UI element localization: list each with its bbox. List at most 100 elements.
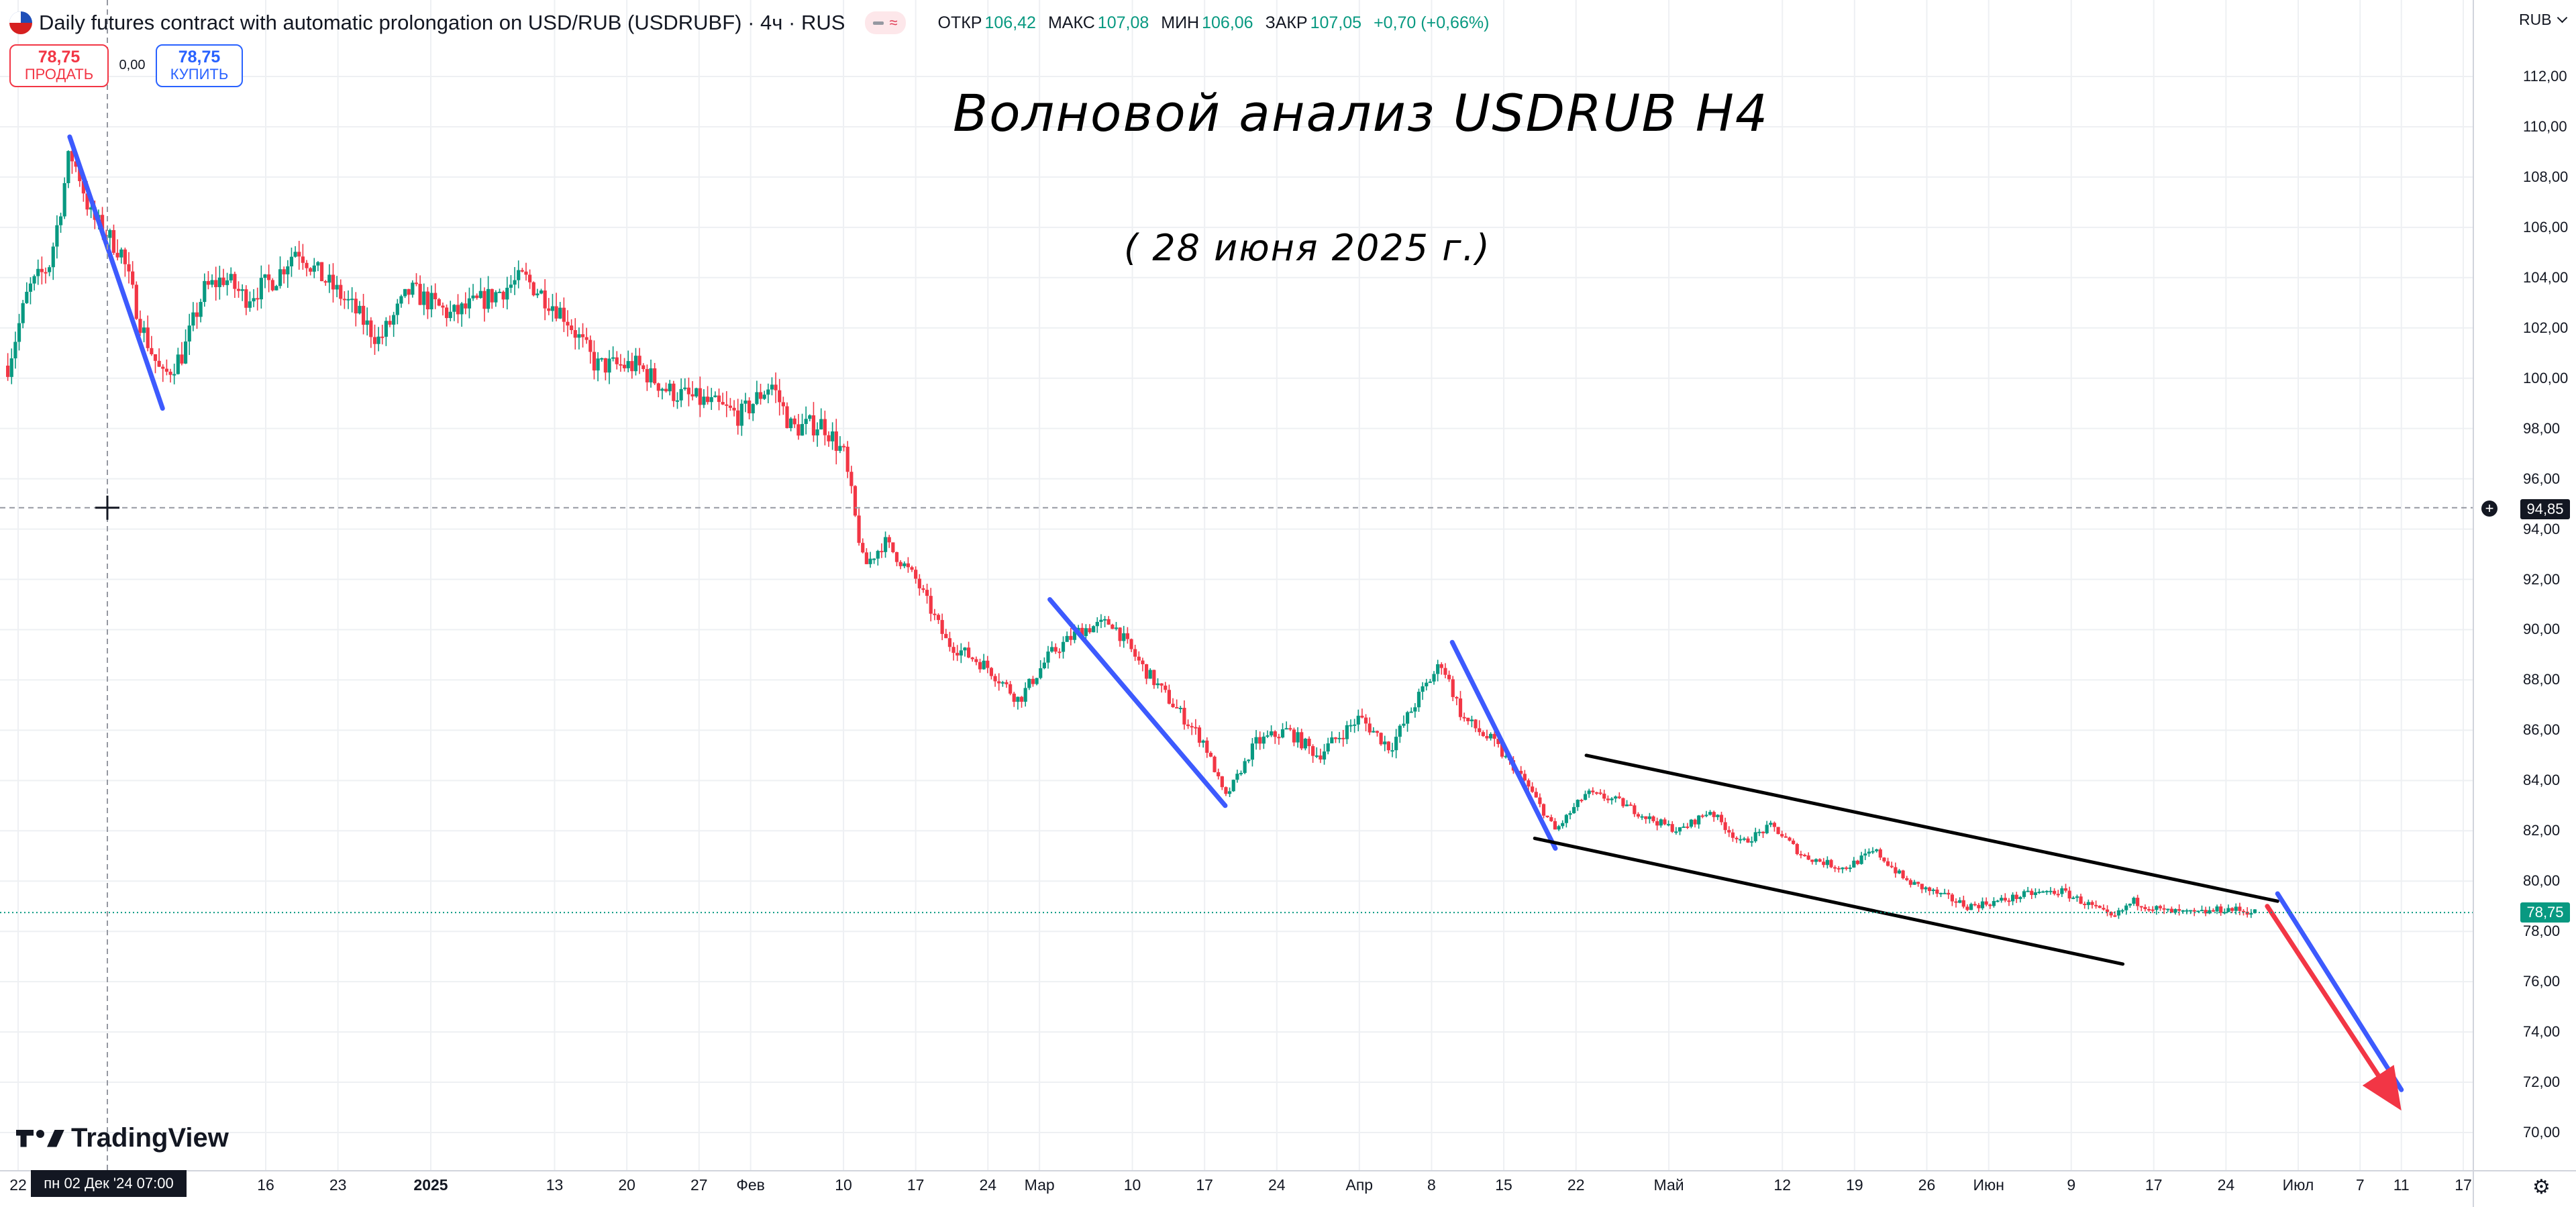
market-status-badge[interactable]: ≈	[865, 11, 906, 34]
candle-body	[1451, 679, 1455, 697]
candle-body	[32, 276, 36, 284]
candle-body	[1235, 774, 1239, 780]
annotation-date[interactable]: ( 28 июня 2025 г.)	[1124, 227, 1491, 269]
annotation-title[interactable]: Волновой анализ USDRUB H4	[953, 83, 1769, 143]
candle-body	[1969, 904, 1973, 910]
candle-body	[1217, 772, 1221, 777]
wave-line	[1047, 597, 1228, 808]
price-tick-label: 86,00	[2523, 721, 2561, 739]
candle-body	[1409, 711, 1413, 713]
add-alert-plus-icon[interactable]: +	[2481, 501, 2497, 517]
candle-body	[1954, 901, 1958, 903]
candle-body	[142, 327, 146, 333]
candle-body	[2075, 896, 2079, 898]
candle-body	[974, 659, 978, 662]
candle-body	[418, 284, 422, 305]
candle-body	[191, 312, 195, 326]
candle-body	[1462, 717, 1466, 719]
candle-body	[929, 596, 933, 614]
candle-body	[1629, 804, 1633, 806]
candle-body	[172, 374, 176, 376]
candle-body	[838, 445, 842, 451]
candle-body	[1481, 732, 1485, 737]
sell-button[interactable]: 78,75 ПРОДАТЬ	[9, 44, 109, 87]
candle-body	[301, 256, 305, 263]
buy-button[interactable]: 78,75 КУПИТЬ	[156, 44, 243, 87]
ohlc-label: МАКС	[1047, 13, 1095, 32]
candle-body	[1663, 819, 1667, 825]
time-tick-label: Июл	[2282, 1176, 2314, 1194]
time-tick-label: 10	[1123, 1176, 1141, 1194]
tradingview-logo[interactable]: TradingView	[16, 1123, 229, 1153]
candle-body	[1114, 627, 1119, 629]
candle-body	[1541, 804, 1546, 816]
candle-body	[626, 361, 630, 368]
minus-icon	[873, 21, 884, 25]
time-tick-label: 22	[9, 1176, 27, 1194]
candle-body	[811, 415, 816, 435]
candle-body	[263, 274, 267, 278]
candle-body	[1231, 780, 1235, 792]
candle-body	[2014, 894, 2018, 899]
candle-body	[1152, 670, 1156, 686]
candle-body	[1390, 750, 1394, 752]
time-tick-label: Фев	[736, 1176, 765, 1194]
candle-body	[2003, 898, 2007, 901]
candle-body	[520, 270, 524, 272]
candle-body	[1814, 859, 1818, 862]
candle-body	[2053, 890, 2057, 894]
currency-label: RUB	[2519, 11, 2552, 28]
candle-body	[834, 431, 838, 451]
candle-body	[725, 404, 729, 406]
candle-body	[376, 336, 380, 344]
candle-body	[78, 166, 82, 181]
candle-body	[414, 282, 419, 284]
candle-body	[2181, 910, 2185, 912]
candle-body	[1182, 707, 1186, 725]
us-ru-flag-icon	[9, 11, 32, 34]
candle-body	[2037, 892, 2041, 894]
ohlc-value: 106,06	[1202, 13, 1253, 32]
candle-body	[1625, 804, 1629, 806]
candle-body	[1977, 904, 1981, 908]
candle-body	[1353, 724, 1357, 726]
candle-body	[358, 305, 362, 314]
symbol-title[interactable]: Daily futures contract with automatic pr…	[39, 11, 845, 34]
candle-body	[161, 366, 165, 369]
price-tick-label: 96,00	[2523, 470, 2561, 487]
candle-body	[119, 249, 123, 258]
candle-body	[1356, 715, 1360, 725]
candle-body	[354, 299, 358, 314]
candle-body	[168, 372, 172, 375]
candle-body	[1012, 693, 1016, 702]
candle-body	[1931, 889, 1935, 892]
candle-body	[2238, 906, 2242, 911]
candle-body	[2041, 891, 2045, 893]
ohlc-label: МИН	[1161, 13, 1200, 32]
candle-body	[1106, 619, 1111, 625]
price-tick-label: 100,00	[2523, 369, 2569, 386]
candle-body	[339, 284, 343, 299]
candle-body	[1141, 660, 1145, 665]
sell-label: ПРОДАТЬ	[24, 66, 94, 83]
time-tick-label: 15	[1495, 1176, 1512, 1194]
candle-body	[743, 401, 748, 404]
candle-body	[1731, 832, 1735, 838]
candle-body	[1670, 824, 1674, 832]
candle-body	[2208, 910, 2212, 914]
candle-body	[195, 312, 199, 317]
candle-body	[1088, 628, 1092, 633]
candle-body	[584, 337, 588, 340]
candle-body	[1069, 635, 1073, 640]
candle-body	[221, 277, 225, 285]
price-tick-label: 94,00	[2523, 520, 2561, 537]
candle-body	[1617, 796, 1621, 798]
candle-body	[452, 305, 456, 312]
currency-selector[interactable]: RUB	[2519, 11, 2567, 29]
candle-body	[2102, 908, 2106, 910]
candle-body	[702, 397, 706, 405]
gear-icon[interactable]: ⚙	[2532, 1176, 2551, 1198]
candle-body	[48, 267, 52, 272]
candle-body	[62, 182, 66, 217]
